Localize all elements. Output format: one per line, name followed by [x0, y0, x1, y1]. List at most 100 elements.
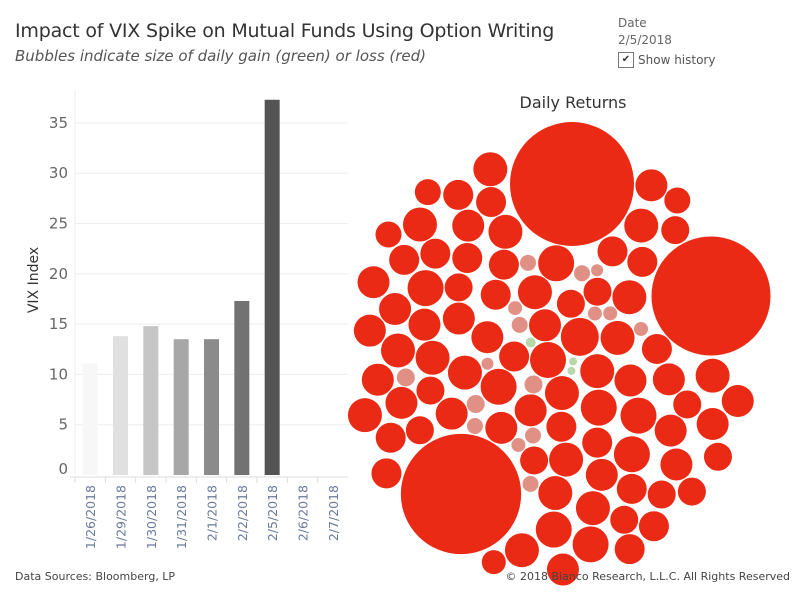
loss-bubble	[538, 245, 575, 282]
loss-bubble	[452, 242, 483, 273]
loss-bubble	[614, 534, 645, 565]
loss-bubble	[371, 458, 402, 489]
x-tick-label: 1/29/2018	[114, 485, 129, 549]
loss-bubble	[549, 442, 584, 477]
loss-bubble	[546, 411, 577, 442]
checkbox-check-icon[interactable]: ✔	[618, 52, 634, 68]
loss-bubble	[616, 473, 647, 504]
loss-bubble	[591, 264, 604, 277]
loss-bubble	[546, 553, 579, 586]
y-tick-label: 5	[58, 416, 68, 434]
loss-bubble	[466, 395, 485, 414]
loss-bubble	[582, 427, 613, 458]
loss-bubble	[375, 221, 402, 248]
loss-bubble	[444, 273, 473, 302]
loss-bubble	[560, 317, 599, 356]
data-sources: Data Sources: Bloomberg, LP	[15, 570, 176, 583]
loss-bubble	[638, 511, 669, 542]
loss-bubble	[634, 321, 649, 336]
bar-2/2/2018	[234, 300, 250, 475]
loss-bubble	[476, 187, 507, 218]
loss-bubble	[414, 179, 441, 206]
loss-bubble	[504, 533, 539, 568]
loss-bubble	[385, 386, 418, 419]
loss-bubble	[517, 275, 552, 310]
date-filter-value[interactable]: 2/5/2018	[618, 33, 672, 47]
loss-bubble	[664, 187, 691, 214]
x-tick-label: 1/26/2018	[83, 485, 98, 549]
loss-bubble	[641, 333, 672, 364]
loss-bubble	[416, 376, 445, 405]
loss-bubble	[600, 320, 635, 355]
y-tick-label: 20	[49, 265, 68, 283]
x-tick-label: 1/31/2018	[174, 485, 189, 549]
loss-bubble	[583, 277, 612, 306]
loss-bubble	[473, 152, 508, 187]
loss-bubble	[435, 397, 468, 430]
loss-bubble	[529, 309, 562, 342]
loss-bubble	[524, 375, 543, 394]
y-tick-label: 15	[49, 315, 68, 333]
loss-bubble	[511, 437, 526, 452]
loss-bubble	[525, 427, 542, 444]
show-history-toggle[interactable]: ✔ Show history	[618, 52, 715, 68]
loss-bubble	[635, 169, 668, 202]
loss-bubble	[520, 446, 549, 475]
y-tick-label: 25	[49, 215, 68, 233]
loss-bubble	[452, 209, 485, 242]
loss-bubble	[661, 216, 690, 245]
loss-bubble	[389, 244, 420, 275]
loss-bubble	[415, 340, 450, 375]
bar-2/1/2018	[204, 339, 219, 475]
loss-bubble	[447, 355, 482, 390]
loss-bubble	[538, 476, 573, 511]
loss-bubble	[408, 308, 441, 341]
loss-bubble	[488, 249, 519, 280]
loss-bubble	[587, 306, 602, 321]
loss-bubble	[703, 442, 732, 471]
loss-bubble	[508, 301, 523, 316]
loss-bubble	[522, 475, 539, 492]
loss-bubble	[652, 363, 685, 396]
loss-bubble	[556, 289, 585, 318]
loss-bubble	[677, 477, 706, 506]
y-axis-label: VIX Index	[26, 247, 42, 313]
loss-bubble	[696, 407, 729, 440]
show-history-label: Show history	[638, 53, 716, 67]
loss-bubble	[357, 266, 390, 299]
dashboard-subtitle: Bubbles indicate size of daily gain (gre…	[15, 47, 427, 65]
loss-bubble	[347, 398, 382, 433]
loss-bubble	[695, 358, 730, 393]
loss-bubble	[627, 246, 658, 277]
loss-bubble	[660, 448, 693, 481]
loss-bubble	[647, 480, 676, 509]
loss-bubble	[353, 314, 386, 347]
loss-bubble	[442, 302, 475, 335]
loss-bubble	[620, 397, 657, 434]
loss-bubble	[530, 342, 566, 378]
loss-bubble	[580, 354, 615, 389]
x-tick-label: 2/5/2018	[265, 485, 280, 541]
x-tick-label: 2/6/2018	[296, 485, 311, 541]
loss-bubble	[443, 179, 474, 210]
gain-bubble	[569, 357, 578, 366]
loss-bubble	[361, 363, 394, 396]
loss-bubble	[471, 321, 504, 354]
loss-bubble	[381, 333, 416, 368]
date-filter-label: Date	[618, 16, 647, 30]
loss-bubble	[511, 316, 528, 333]
loss-bubble	[721, 384, 754, 417]
loss-bubble	[544, 376, 579, 411]
bar-1/31/2018	[173, 339, 189, 475]
loss-bubble	[485, 411, 518, 444]
loss-bubble	[514, 394, 547, 427]
loss-bubble	[597, 236, 628, 267]
bar-1/29/2018	[113, 336, 128, 475]
y-tick-label: 30	[49, 164, 68, 182]
loss-bubble-large	[651, 236, 771, 356]
loss-bubble	[612, 280, 647, 315]
loss-bubble	[613, 436, 650, 473]
loss-bubble-large	[400, 433, 522, 555]
loss-bubble	[574, 265, 591, 282]
